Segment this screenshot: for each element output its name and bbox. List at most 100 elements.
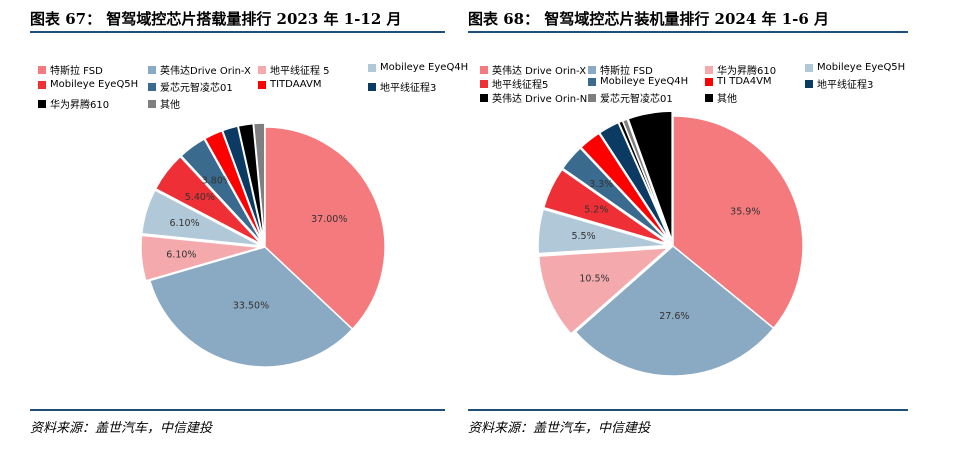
legend-item: 爱芯元智凌芯01 (588, 90, 673, 105)
legend-label: 特斯拉 FSD (600, 66, 653, 77)
legend-item: TI TDA4VM (705, 76, 772, 87)
legend-label: 爱芯元智凌芯01 (600, 94, 673, 105)
right-top-rule (468, 31, 908, 33)
left-top-rule (30, 31, 445, 33)
legend-swatch (368, 82, 376, 91)
legend-item: Mobileye EyeQ4H (368, 62, 468, 73)
legend-swatch (588, 65, 596, 74)
legend-swatch (705, 93, 713, 102)
legend-label: 特斯拉 FSD (50, 66, 103, 77)
legend-label: 爱芯元智凌芯01 (160, 83, 233, 94)
legend-swatch (38, 99, 46, 108)
legend-swatch (258, 65, 266, 74)
left-pie-chart: 37.00% 33.50% 6.10% 6.10% 5.40% 3.80% (140, 122, 386, 368)
right-figure-title: 图表 68： 智驾域控芯片装机量排行 2024 年 1-6 月 (468, 10, 830, 28)
right-bottom-rule (468, 409, 908, 411)
left-bottom-rule (30, 409, 445, 411)
right-figure-panel: 图表 68： 智驾域控芯片装机量排行 2024 年 1-6 月 英伟达 Driv… (468, 0, 908, 450)
right-source-note: 资料来源：盖世汽车，中信建投 (468, 421, 651, 436)
legend-swatch (38, 65, 46, 74)
legend-swatch (588, 93, 596, 102)
legend-item: 地平线征程3 (805, 76, 873, 91)
left-source-note: 资料来源：盖世汽车，中信建投 (30, 421, 213, 436)
pie-slice (148, 246, 354, 368)
pie-slice (252, 122, 266, 244)
pie-slice (621, 118, 672, 242)
pie-slice (627, 110, 673, 242)
legend-item: 其他 (148, 96, 180, 111)
legend-item: Mobileye EyeQ5H (805, 62, 905, 73)
legend-item: 地平线征程3 (368, 79, 436, 94)
slice-data-label: 3.80% (202, 176, 232, 187)
legend-item: 华为昇腾610 (38, 96, 109, 111)
pie-slice (537, 247, 671, 335)
slice-data-label: 5.2% (584, 204, 608, 215)
legend-label: 地平线征程 5 (270, 66, 330, 77)
legend-label: Mobileye EyeQ5H (817, 62, 906, 73)
legend-label: 地平线征程3 (380, 83, 437, 94)
legend-swatch (148, 65, 156, 74)
slice-data-label: 5.5% (571, 231, 595, 242)
left-figure-title: 图表 67： 智驾域控芯片搭载量排行 2023 年 1-12 月 (30, 10, 402, 28)
pie-slice (537, 208, 669, 255)
slice-data-label: 3.3% (589, 179, 613, 190)
legend-swatch (805, 63, 813, 72)
legend-item: TITDAAVM (258, 79, 321, 90)
legend-item: 英伟达 Drive Orin-X (480, 62, 586, 77)
legend-swatch (148, 82, 156, 91)
legend-label: 地平线征程3 (817, 80, 874, 91)
pie-slice (264, 126, 386, 331)
legend-label: Mobileye EyeQ4H (600, 76, 689, 87)
legend-swatch (805, 79, 813, 88)
legend-item: 特斯拉 FSD (588, 62, 653, 77)
slice-data-label: 5.40% (185, 192, 215, 203)
legend-swatch (705, 77, 713, 86)
legend-item: 地平线征程 5 (258, 62, 330, 77)
legend-swatch (258, 80, 266, 89)
legend-label: 华为昇腾610 (717, 66, 777, 77)
legend-label: 英伟达Drive Orin-X (160, 66, 251, 77)
legend-label: 华为昇腾610 (50, 100, 110, 111)
left-figure-panel: 图表 67： 智驾域控芯片搭载量排行 2023 年 1-12 月 特斯拉 FSD… (30, 0, 468, 450)
pie-slice (672, 115, 804, 330)
legend-item: 爱芯元智凌芯01 (148, 79, 233, 94)
legend-label: TITDAAVM (270, 79, 322, 90)
pie-slice (154, 155, 263, 246)
legend-swatch (480, 65, 488, 74)
slice-data-label: 6.10% (166, 250, 196, 261)
legend-item: 地平线征程5 (480, 76, 548, 91)
slice-data-label: 6.10% (169, 218, 199, 229)
right-pie-chart: 35.9% 27.6% 10.5% 5.5% 5.2% 3.3% (537, 110, 804, 377)
slice-data-label: 37.00% (311, 214, 347, 225)
legend-item: Mobileye EyeQ4H (588, 76, 688, 87)
legend-item: Mobileye EyeQ5H (38, 79, 138, 90)
legend-label: 其他 (160, 100, 180, 111)
pie-slice (561, 146, 670, 244)
slice-data-label: 27.6% (659, 311, 689, 322)
slice-data-label: 35.9% (730, 207, 760, 218)
legend-item: 英伟达Drive Orin-X (148, 62, 251, 77)
legend-label: 英伟达 Drive Orin-N (492, 94, 588, 105)
legend-swatch (368, 63, 376, 72)
legend-item: 英伟达 Drive Orin-N (480, 90, 587, 105)
legend-item: 其他 (705, 90, 737, 105)
legend-label: 其他 (717, 94, 737, 105)
legend-swatch (480, 93, 488, 102)
legend-swatch (705, 65, 713, 74)
pie-slice (140, 189, 262, 247)
pie-slice (179, 137, 264, 245)
pie-slice (579, 132, 671, 243)
legend-label: TI TDA4VM (717, 76, 772, 87)
legend-swatch (480, 79, 488, 88)
slice-data-label: 10.5% (579, 274, 609, 285)
slice-data-label: 33.50% (233, 300, 269, 311)
legend-swatch (148, 99, 156, 108)
pie-slice (140, 234, 262, 282)
legend-swatch (38, 80, 46, 89)
legend-item: 特斯拉 FSD (38, 62, 103, 77)
legend-swatch (588, 77, 596, 86)
legend-item: 华为昇腾610 (705, 62, 776, 77)
legend-label: 地平线征程5 (492, 80, 549, 91)
legend-label: Mobileye EyeQ5H (50, 79, 139, 90)
legend-label: 英伟达 Drive Orin-X (492, 66, 587, 77)
